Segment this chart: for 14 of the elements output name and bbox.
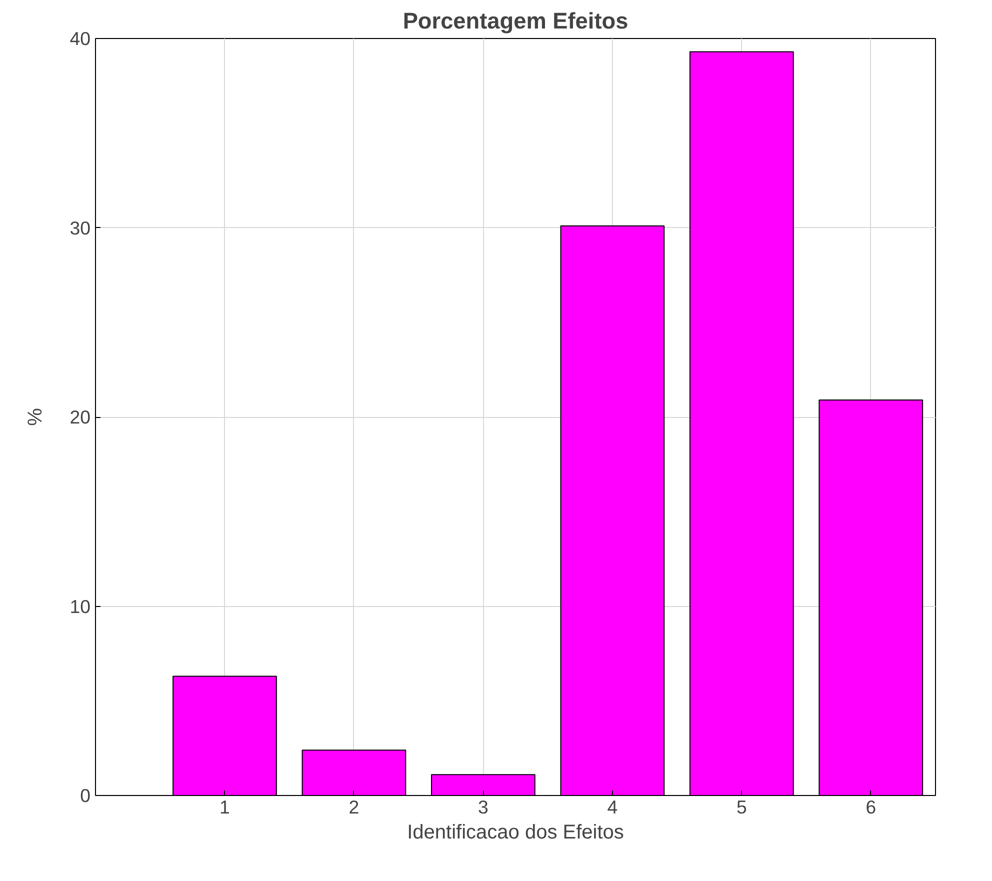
chart-title: Porcentagem Efeitos xyxy=(402,8,628,34)
x-tick-label: 2 xyxy=(348,796,360,818)
y-tick-label: 10 xyxy=(70,596,91,617)
y-tick-label: 20 xyxy=(70,406,91,428)
x-tick-label: 1 xyxy=(220,796,230,818)
x-tick-label: 6 xyxy=(866,796,876,818)
x-tick-label: 3 xyxy=(478,796,488,818)
x-tick-label: 4 xyxy=(607,796,618,818)
y-tick-label: 0 xyxy=(80,785,91,806)
y-tick-label: 30 xyxy=(70,217,91,238)
y-tick-label: 40 xyxy=(70,28,91,49)
x-tick-label: 5 xyxy=(736,796,747,818)
y-axis-title: % xyxy=(24,408,47,426)
x-axis-title: Identificacao dos Efeitos xyxy=(407,822,624,844)
